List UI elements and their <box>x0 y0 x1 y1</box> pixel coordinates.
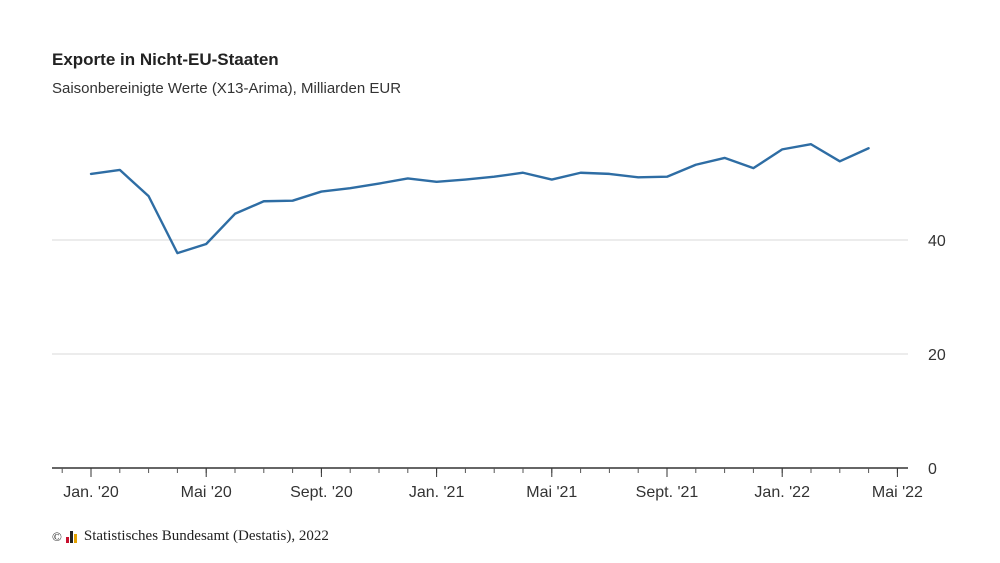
x-tick-label: Mai '21 <box>526 484 577 501</box>
x-tick-label: Jan. '20 <box>63 484 119 501</box>
x-tick-label: Mai '22 <box>872 484 923 501</box>
chart-subtitle: Saisonbereinigte Werte (X13-Arima), Mill… <box>52 80 402 97</box>
y-tick-label: 0 <box>928 461 937 478</box>
copyright-symbol: © <box>52 528 62 544</box>
chart-title: Exporte in Nicht-EU-Staaten <box>52 50 279 69</box>
x-tick-labels: Jan. '20 Mai '20 Sept. '20 Jan. '21 Mai '21 S… <box>63 484 923 501</box>
source-note: © Statistisches Bundesamt (Destatis), 20… <box>52 528 329 545</box>
x-tick-label: Sept. '20 <box>290 484 353 501</box>
grid-lines <box>52 239 908 355</box>
series-layer <box>89 143 870 255</box>
destatis-logo-icon <box>65 530 80 543</box>
y-tick-label: 40 <box>928 233 946 250</box>
series-line <box>89 143 870 255</box>
x-axis <box>52 467 908 477</box>
source-text: Statistisches Bundesamt (Destatis), 2022 <box>83 528 329 544</box>
y-tick-labels: 0 20 40 <box>928 233 946 478</box>
x-tick-label: Jan. '22 <box>754 484 810 501</box>
x-tick-label: Mai '20 <box>181 484 232 501</box>
x-tick-label: Sept. '21 <box>636 484 699 501</box>
y-tick-label: 20 <box>928 347 946 364</box>
x-tick-label: Jan. '21 <box>409 484 465 501</box>
